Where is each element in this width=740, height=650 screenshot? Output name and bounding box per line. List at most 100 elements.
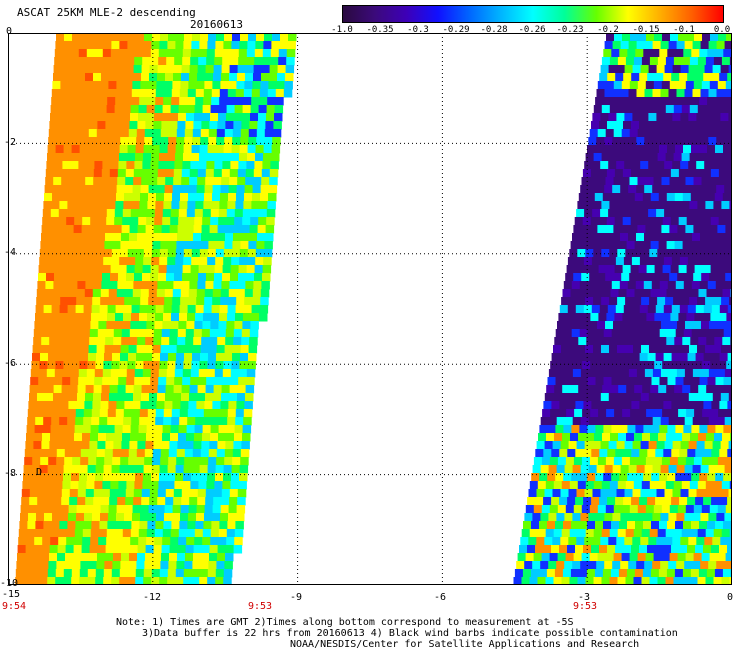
swath-cell (86, 273, 95, 282)
swath-cell (580, 513, 589, 522)
swath-cell (601, 57, 611, 66)
swath-cell (210, 529, 220, 538)
swath-cell (616, 393, 626, 402)
swath-cell (675, 521, 684, 530)
swath-cell (556, 561, 565, 570)
swath-cell (59, 97, 68, 106)
swath-cell (212, 513, 221, 522)
swath-cell (76, 297, 85, 306)
swath-cell (155, 97, 164, 106)
swath-cell (100, 513, 109, 522)
swath-cell (61, 169, 71, 178)
swath-cell (165, 177, 174, 186)
swath-cell (661, 129, 671, 138)
swath-cell (137, 337, 146, 346)
swath-cell (669, 457, 679, 466)
swath-cell (647, 305, 657, 314)
swath-cell (184, 457, 193, 466)
swath-cell (176, 137, 185, 146)
swath-cell (727, 497, 732, 506)
swath-cell (65, 337, 74, 346)
swath-cell (670, 265, 680, 274)
swath-cell (563, 281, 573, 290)
swath-cell (608, 161, 617, 170)
swath-cell (169, 545, 179, 554)
swath-cell (243, 313, 252, 322)
swath-cell (596, 137, 605, 146)
swath-cell (200, 345, 210, 354)
swath-cell (618, 193, 628, 202)
swath-cell (603, 521, 612, 530)
swath-cell (92, 513, 101, 522)
swath-cell (137, 553, 146, 562)
swath-cell (581, 457, 591, 466)
swath-cell (718, 409, 727, 418)
swath-cell (114, 217, 123, 226)
swath-cell (217, 441, 226, 450)
swath-cell (62, 57, 71, 66)
swath-cell (286, 57, 295, 66)
swath-cell (63, 249, 73, 258)
swath-cell (106, 321, 115, 330)
swath-cell (542, 409, 551, 418)
swath-cell (105, 233, 114, 242)
swath-cell (265, 121, 274, 130)
swath-cell (238, 369, 248, 378)
product-title: ASCAT 25KM MLE-2 descending (17, 6, 196, 19)
swath-cell (682, 385, 691, 394)
swath-cell (647, 449, 656, 458)
swath-cell (608, 537, 617, 546)
swath-cell (245, 169, 255, 178)
swath-cell (72, 353, 81, 362)
swath-cell (97, 225, 107, 234)
swath-cell (665, 481, 675, 490)
swath-cell (176, 449, 186, 458)
swath-cell (211, 521, 220, 530)
swath-cell (142, 57, 151, 66)
swath-cell (559, 353, 569, 362)
swath-cell (681, 153, 691, 162)
swath-cell (238, 273, 247, 282)
swath-cell (89, 329, 99, 338)
swath-cell (152, 129, 162, 138)
swath-cell (184, 129, 194, 138)
swath-cell (638, 361, 647, 370)
swath-cell (206, 369, 216, 378)
swath-cell (535, 497, 544, 506)
swath-cell (105, 441, 114, 450)
swath-cell (523, 521, 532, 530)
swath-cell (673, 481, 683, 490)
swath-cell (192, 33, 201, 42)
swath-cell (713, 529, 723, 538)
swath-cell (680, 393, 690, 402)
swath-cell (185, 441, 194, 450)
swath-cell (119, 577, 128, 585)
swath-cell (652, 417, 662, 426)
swath-cell (181, 177, 190, 186)
swath-cell (58, 529, 68, 538)
swath-cell (241, 441, 250, 450)
swath-cell (161, 441, 170, 450)
swath-cell (269, 169, 279, 178)
x-tick-4: -3 (578, 592, 591, 603)
swath-cell (687, 73, 696, 82)
swath-cell (40, 457, 49, 466)
swath-cell (100, 401, 109, 410)
swath-cell (668, 465, 678, 474)
swath-cell (103, 569, 113, 578)
swath-cell (673, 577, 682, 585)
swath-cell (647, 497, 656, 506)
swath-cell (56, 561, 65, 570)
swath-cell (612, 369, 622, 378)
swath-cell (211, 97, 220, 106)
swath-cell (695, 545, 704, 554)
swath-cell (256, 137, 265, 146)
swath-cell (119, 569, 129, 578)
swath-cell (93, 489, 103, 498)
swath-cell (614, 217, 624, 226)
swath-cell (46, 265, 56, 274)
swath-cell (645, 129, 655, 138)
swath-cell (125, 489, 135, 498)
swath-cell (628, 417, 638, 426)
swath-cell (152, 561, 161, 570)
